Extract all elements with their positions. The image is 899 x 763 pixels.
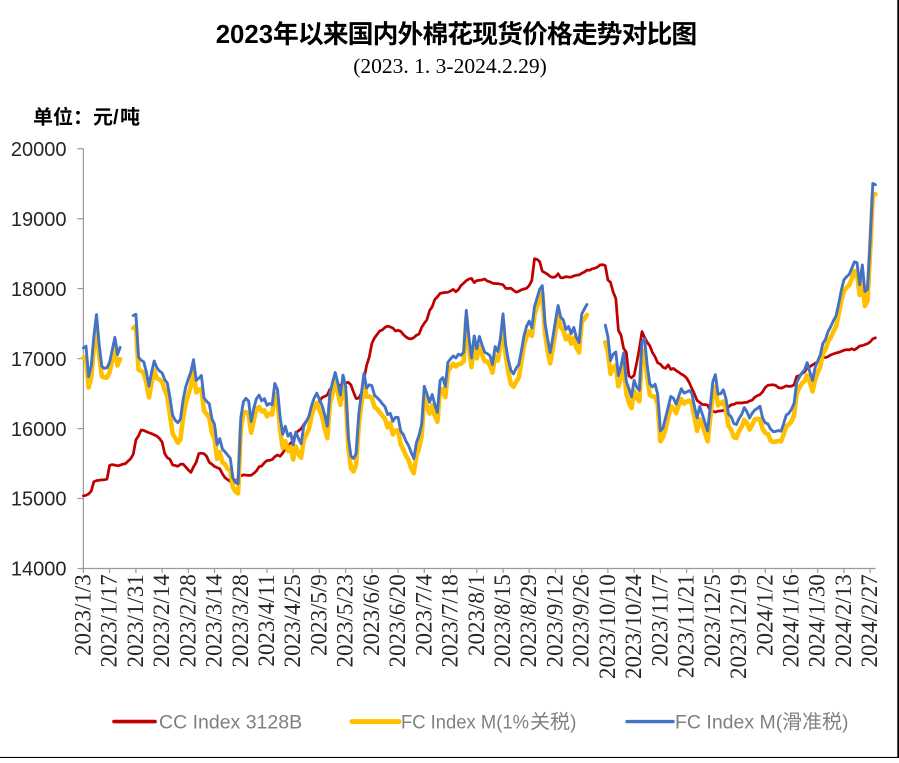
svg-text:2023/2/28: 2023/2/28 [175,574,200,667]
svg-text:2023/4/11: 2023/4/11 [254,574,279,666]
svg-text:2023/6/20: 2023/6/20 [385,574,410,667]
svg-text:2023/7/4: 2023/7/4 [411,574,436,656]
svg-text:2024/1/30: 2024/1/30 [805,574,830,667]
svg-text:CC Index 3128B: CC Index 3128B [159,712,302,734]
svg-text:2023/5/9: 2023/5/9 [306,574,331,656]
svg-text:2023/1/17: 2023/1/17 [97,574,122,667]
svg-text:2023/1/31: 2023/1/31 [123,574,148,667]
svg-text:2023: 2023 [216,21,273,49]
svg-text:16000: 16000 [11,419,67,441]
svg-text:18000: 18000 [11,279,67,301]
svg-text:2023/7/18: 2023/7/18 [438,574,463,667]
svg-text:2024/1/2: 2024/1/2 [752,574,777,656]
svg-text:2023/2/14: 2023/2/14 [149,574,174,668]
svg-text:2023/12/5: 2023/12/5 [700,574,725,667]
svg-text:2023/6/6: 2023/6/6 [359,574,384,656]
svg-text:19000: 19000 [11,209,67,231]
svg-text:2023/5/23: 2023/5/23 [333,574,358,667]
svg-text:20000: 20000 [11,139,67,161]
svg-text:2023/4/25: 2023/4/25 [280,574,305,667]
svg-text:2023/10/10: 2023/10/10 [595,574,620,679]
svg-text:2024/2/27: 2024/2/27 [857,574,882,667]
svg-text:FC Index M(: FC Index M( [675,712,783,734]
svg-text:2023/9/26: 2023/9/26 [569,574,594,667]
svg-text:2024/1/16: 2024/1/16 [779,574,804,667]
svg-text:): ) [570,712,577,734]
svg-text:2023/1/3: 2023/1/3 [70,574,95,656]
svg-text:2023/10/24: 2023/10/24 [621,574,646,679]
svg-text:2023/12/19: 2023/12/19 [726,574,751,679]
svg-text:15000: 15000 [11,489,67,511]
svg-text:2023/3/28: 2023/3/28 [228,574,253,667]
svg-text:2023/8/15: 2023/8/15 [490,574,515,667]
svg-text:2023/8/29: 2023/8/29 [516,574,541,667]
svg-text:(2023. 1. 3-2024.2.29): (2023. 1. 3-2024.2.29) [353,54,546,78]
svg-text:2024/2/13: 2024/2/13 [831,574,856,667]
svg-text:): ) [842,712,849,734]
svg-text:2023/11/21: 2023/11/21 [674,574,699,678]
svg-text:14000: 14000 [11,559,67,581]
svg-text:2023/3/14: 2023/3/14 [202,574,227,668]
svg-text:2023/8/1: 2023/8/1 [464,574,489,656]
svg-text:2023/11/7: 2023/11/7 [647,574,672,666]
svg-text:/: / [113,107,119,129]
svg-text:2023/9/12: 2023/9/12 [543,574,568,667]
svg-text:17000: 17000 [11,349,67,371]
svg-text:FC Index M(1%: FC Index M(1% [401,712,529,734]
